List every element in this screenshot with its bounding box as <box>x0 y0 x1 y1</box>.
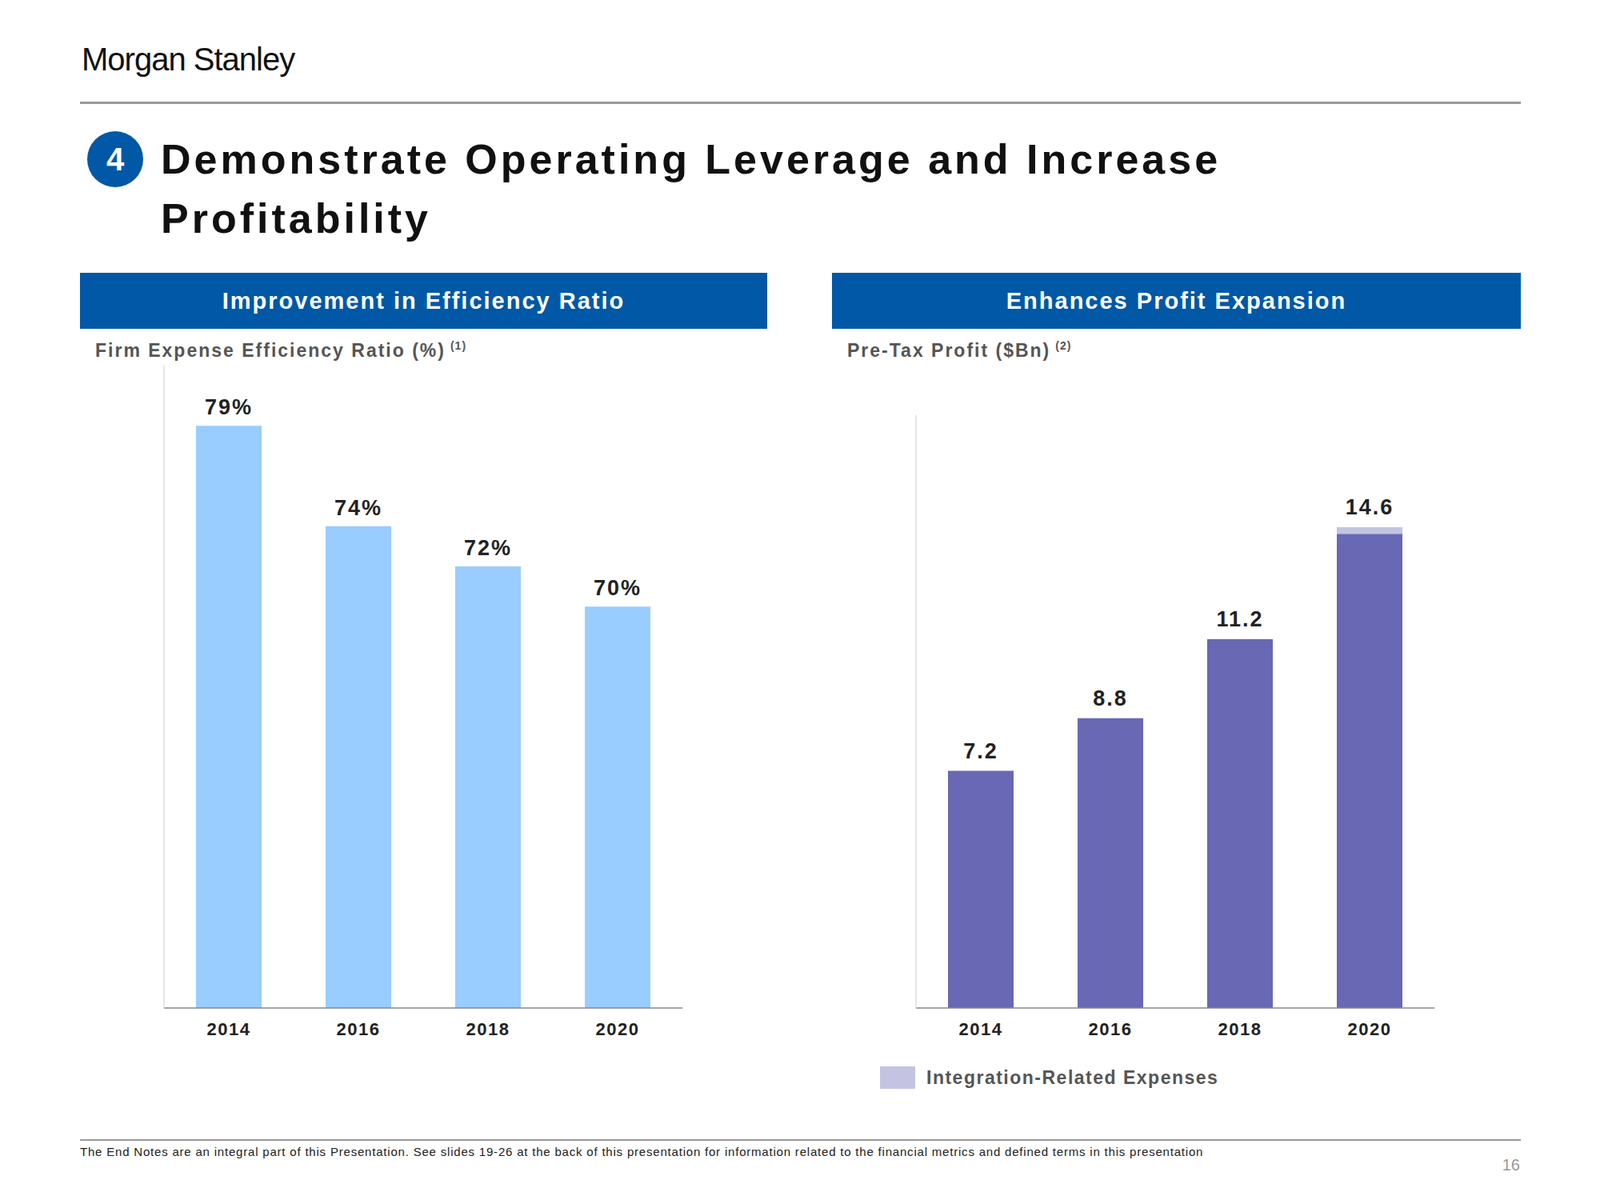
svg-text:8.8: 8.8 <box>1092 686 1128 711</box>
html-text:Pre-Tax Profit ($Bn) (2): Pre-Tax Profit ($Bn) (2) <box>847 339 1072 361</box>
svg-text:11.2: 11.2 <box>1216 607 1264 632</box>
svg-text:2016: 2016 <box>336 1019 381 1040</box>
svg-text:7.2: 7.2 <box>963 739 999 764</box>
svg-text:14.6: 14.6 <box>1345 495 1395 520</box>
svg-text:2018: 2018 <box>1218 1019 1263 1040</box>
svg-text:2014: 2014 <box>959 1019 1004 1040</box>
svg-text:72%: 72% <box>464 536 512 560</box>
svg-text:2016: 2016 <box>1088 1019 1133 1040</box>
html-text:Enhances Profit Expansion: Enhances Profit Expansion <box>1006 287 1347 314</box>
svg-text:74%: 74% <box>334 496 383 520</box>
svg-text:70%: 70% <box>593 576 642 600</box>
html-text:Demonstrate Operating Leverage: Demonstrate Operating Leverage and Incre… <box>160 136 1221 242</box>
html-text:Firm Expense Efficiency Ratio: Firm Expense Efficiency Ratio (%) (1) <box>95 339 467 361</box>
svg-text:2014: 2014 <box>207 1019 252 1040</box>
html-text:16: 16 <box>1502 1156 1520 1174</box>
svg-text:2020: 2020 <box>596 1019 640 1040</box>
svg-text:79%: 79% <box>204 395 253 420</box>
svg-text:2018: 2018 <box>466 1019 511 1040</box>
html-text:Improvement in Efficiency Rati: Improvement in Efficiency Ratio <box>222 287 626 314</box>
html-text:Integration-Related Expenses: Integration-Related Expenses <box>926 1066 1219 1088</box>
html-text:The End Notes are an integral: The End Notes are an integral part of th… <box>80 1144 1204 1159</box>
html-text:4: 4 <box>106 141 125 177</box>
html-text:Morgan Stanley: Morgan Stanley <box>81 41 295 77</box>
svg-text:2020: 2020 <box>1348 1019 1392 1040</box>
